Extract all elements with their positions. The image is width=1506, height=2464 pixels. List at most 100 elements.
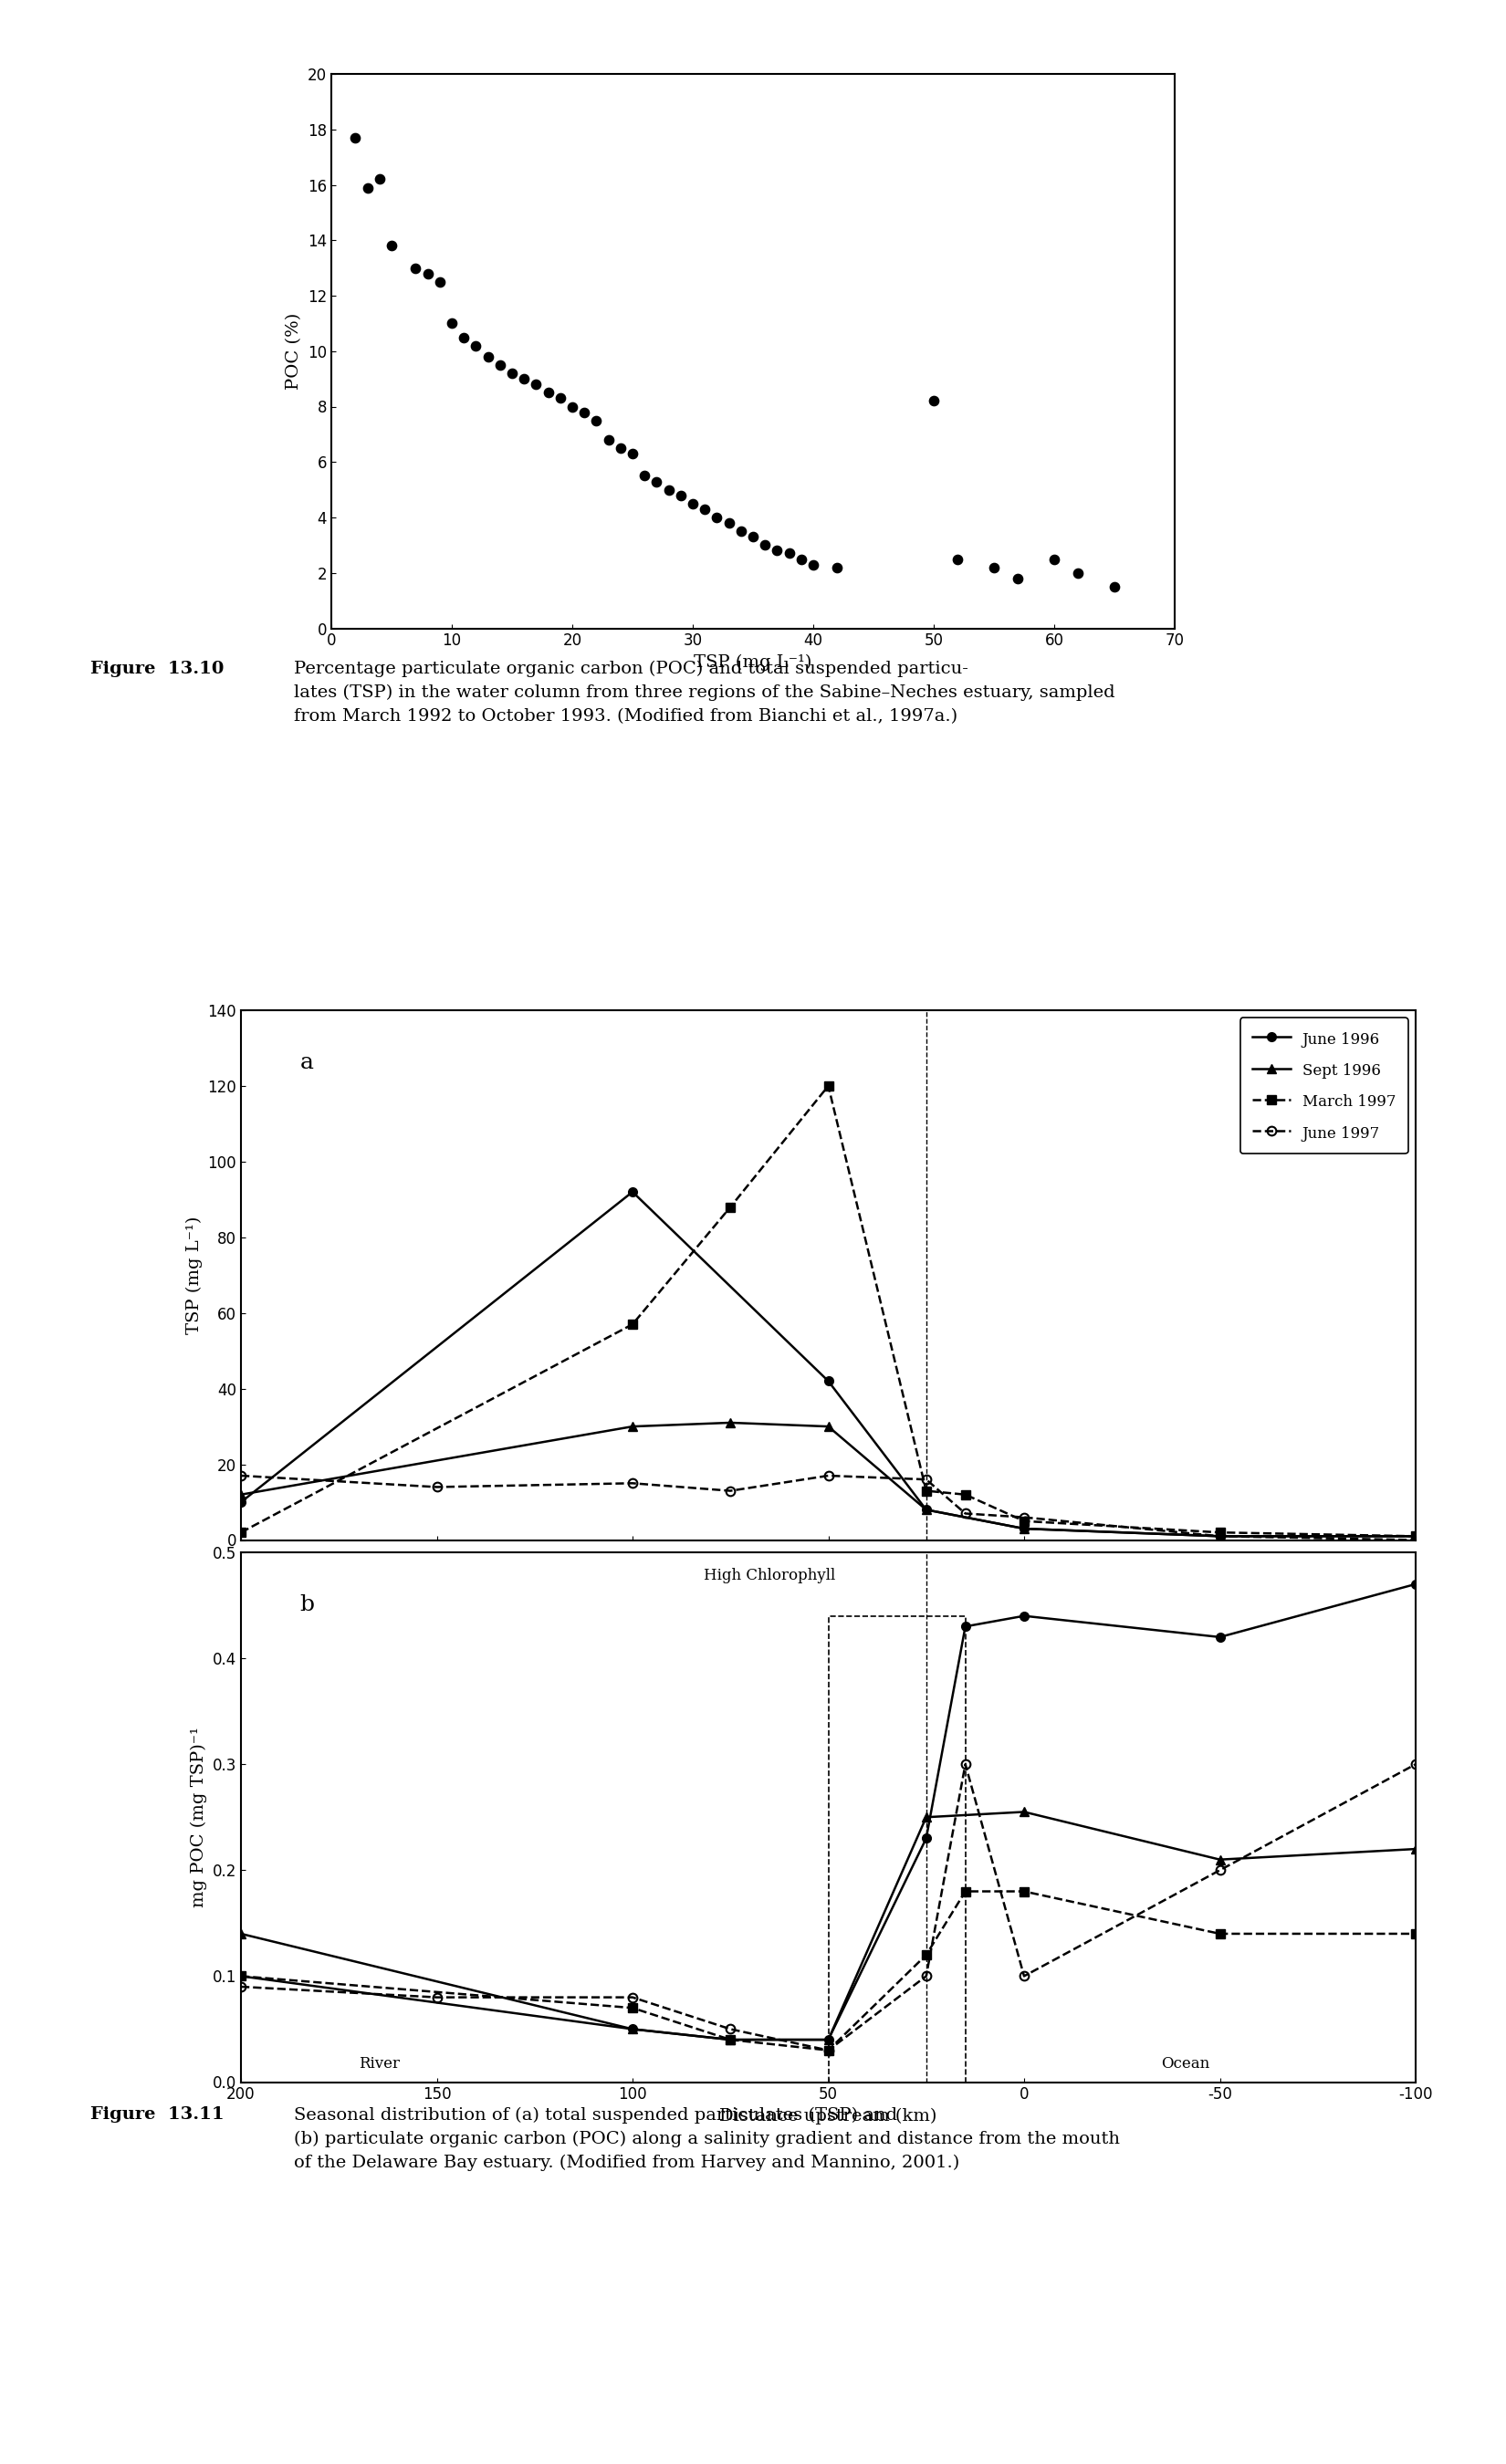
June 1996 — [1015, 1513, 1033, 1542]
Point — [452, 318, 476, 357]
Sept 1996 — [721, 1407, 739, 1437]
Text: Percentage particulate organic carbon (POC) and total suspended particu-
lates (: Percentage particulate organic carbon (P… — [294, 660, 1114, 724]
June 1996 — [232, 1488, 250, 1518]
Bar — [828, 1616, 965, 2082]
June 1996 — [1211, 1520, 1229, 1550]
Text: River: River — [358, 2055, 399, 2072]
Sept 1996 — [1407, 1520, 1425, 1550]
Point — [705, 498, 729, 537]
Point — [428, 261, 452, 301]
Point — [560, 387, 584, 426]
Point — [536, 372, 560, 411]
June 1996 — [819, 1365, 837, 1395]
Point — [355, 168, 380, 207]
June 1997 — [917, 1464, 935, 1493]
Point — [645, 461, 669, 500]
Text: Ocean: Ocean — [1161, 2055, 1209, 2072]
June 1997 — [721, 1476, 739, 1506]
March 1997 — [917, 1476, 935, 1506]
Point — [801, 545, 825, 584]
June 1997 — [819, 1461, 837, 1491]
Sept 1996 — [623, 1412, 642, 1441]
Point — [500, 355, 524, 394]
Point — [548, 379, 572, 419]
Sept 1996 — [1211, 1520, 1229, 1550]
Line: June 1997: June 1997 — [236, 1471, 1420, 1545]
Sept 1996 — [232, 1481, 250, 1510]
Sept 1996 — [819, 1412, 837, 1441]
March 1997 — [721, 1193, 739, 1222]
Point — [1102, 567, 1126, 606]
Point — [440, 303, 464, 342]
Point — [717, 503, 741, 542]
Point — [1066, 554, 1090, 594]
X-axis label: Distance upstream (km): Distance upstream (km) — [720, 2109, 937, 2124]
Point — [777, 535, 801, 574]
Point — [1006, 559, 1030, 599]
Point — [367, 160, 392, 200]
Point — [729, 513, 753, 552]
Point — [657, 471, 681, 510]
Point — [416, 254, 440, 293]
Point — [789, 540, 813, 579]
March 1997 — [1407, 1520, 1425, 1550]
X-axis label: TSP (mg L⁻¹): TSP (mg L⁻¹) — [694, 655, 812, 670]
Point — [380, 227, 404, 266]
March 1997 — [1211, 1518, 1229, 1547]
March 1997 — [232, 1518, 250, 1547]
March 1997 — [956, 1481, 974, 1510]
Point — [572, 392, 596, 431]
June 1997 — [1015, 1503, 1033, 1533]
Text: a: a — [300, 1052, 313, 1074]
Point — [608, 429, 633, 468]
Text: High Chlorophyll: High Chlorophyll — [703, 1567, 836, 1584]
Point — [669, 476, 693, 515]
Point — [753, 525, 777, 564]
June 1997 — [232, 1461, 250, 1491]
Text: Figure  13.11: Figure 13.11 — [90, 2107, 224, 2124]
Point — [596, 419, 620, 458]
Point — [1042, 540, 1066, 579]
Point — [620, 434, 645, 473]
Point — [464, 325, 488, 365]
June 1996 — [1407, 1520, 1425, 1550]
Sept 1996 — [917, 1496, 935, 1525]
Point — [693, 490, 717, 530]
Point — [765, 530, 789, 569]
Point — [982, 547, 1006, 586]
Line: June 1996: June 1996 — [236, 1188, 1420, 1540]
June 1996 — [623, 1178, 642, 1207]
Y-axis label: mg POC (mg TSP)⁻¹: mg POC (mg TSP)⁻¹ — [191, 1727, 208, 1907]
Line: Sept 1996: Sept 1996 — [236, 1419, 1420, 1540]
Y-axis label: POC (%): POC (%) — [286, 313, 303, 389]
Sept 1996 — [1015, 1513, 1033, 1542]
Point — [946, 540, 970, 579]
June 1997 — [428, 1473, 446, 1503]
March 1997 — [623, 1308, 642, 1338]
Point — [584, 402, 608, 441]
Point — [922, 382, 946, 421]
Text: Figure  13.10: Figure 13.10 — [90, 660, 224, 678]
Point — [488, 345, 512, 384]
June 1996 — [917, 1496, 935, 1525]
Text: Seasonal distribution of (a) total suspended particulates (TSP) and
(b) particul: Seasonal distribution of (a) total suspe… — [294, 2107, 1119, 2171]
Text: b: b — [300, 1594, 315, 1616]
Point — [681, 483, 705, 522]
Legend: June 1996, Sept 1996, March 1997, June 1997: June 1996, Sept 1996, March 1997, June 1… — [1239, 1018, 1408, 1153]
Point — [476, 338, 500, 377]
Point — [512, 360, 536, 399]
Point — [825, 547, 849, 586]
March 1997 — [1015, 1506, 1033, 1535]
June 1997 — [623, 1469, 642, 1498]
Point — [343, 118, 367, 158]
March 1997 — [819, 1072, 837, 1101]
Line: March 1997: March 1997 — [236, 1082, 1420, 1540]
June 1997 — [956, 1498, 974, 1528]
Point — [404, 249, 428, 288]
Point — [741, 517, 765, 557]
June 1997 — [1211, 1520, 1229, 1550]
Point — [524, 365, 548, 404]
Point — [633, 456, 657, 495]
Y-axis label: TSP (mg L⁻¹): TSP (mg L⁻¹) — [185, 1217, 202, 1333]
June 1997 — [1407, 1525, 1425, 1555]
